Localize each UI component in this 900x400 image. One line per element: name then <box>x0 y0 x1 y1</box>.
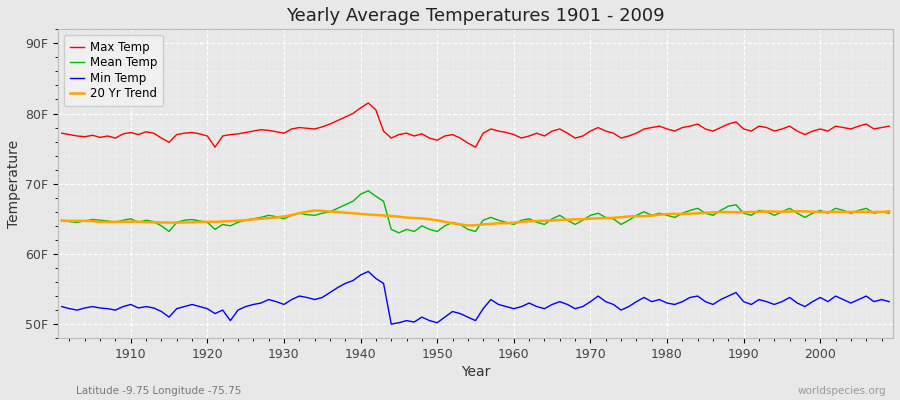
Line: Min Temp: Min Temp <box>62 272 889 324</box>
20 Yr Trend <box>57 218 68 223</box>
Max Temp <box>616 136 626 140</box>
Mean Temp <box>516 218 526 223</box>
Max Temp <box>363 100 374 105</box>
20 Yr Trend <box>516 220 526 224</box>
Max Temp <box>340 115 351 120</box>
Max Temp <box>118 132 129 136</box>
20 Yr Trend <box>616 215 626 220</box>
Mean Temp <box>286 213 297 218</box>
20 Yr Trend <box>286 213 297 218</box>
Mean Temp <box>524 216 535 221</box>
Min Temp <box>57 304 68 309</box>
Y-axis label: Temperature: Temperature <box>7 140 21 228</box>
20 Yr Trend <box>118 219 129 224</box>
Max Temp <box>884 124 895 128</box>
Max Temp <box>210 145 220 150</box>
Min Temp <box>516 304 526 309</box>
Mean Temp <box>332 206 343 211</box>
Mean Temp <box>393 230 404 235</box>
20 Yr Trend <box>310 208 320 213</box>
Line: 20 Yr Trend: 20 Yr Trend <box>62 210 889 226</box>
20 Yr Trend <box>463 223 473 228</box>
Min Temp <box>524 301 535 306</box>
Mean Temp <box>57 218 68 223</box>
Legend: Max Temp, Mean Temp, Min Temp, 20 Yr Trend: Max Temp, Mean Temp, Min Temp, 20 Yr Tre… <box>64 35 163 106</box>
20 Yr Trend <box>524 219 535 224</box>
Min Temp <box>118 304 129 309</box>
Mean Temp <box>363 188 374 193</box>
Max Temp <box>294 125 305 130</box>
Mean Temp <box>118 218 129 223</box>
Line: Max Temp: Max Temp <box>62 103 889 147</box>
Mean Temp <box>884 211 895 216</box>
Min Temp <box>363 269 374 274</box>
Min Temp <box>884 299 895 304</box>
Title: Yearly Average Temperatures 1901 - 2009: Yearly Average Temperatures 1901 - 2009 <box>286 7 665 25</box>
Max Temp <box>57 131 68 136</box>
Line: Mean Temp: Mean Temp <box>62 191 889 233</box>
20 Yr Trend <box>340 210 351 215</box>
20 Yr Trend <box>884 209 895 214</box>
X-axis label: Year: Year <box>461 365 491 379</box>
Min Temp <box>332 285 343 290</box>
Text: worldspecies.org: worldspecies.org <box>798 386 886 396</box>
Max Temp <box>524 134 535 138</box>
Text: Latitude -9.75 Longitude -75.75: Latitude -9.75 Longitude -75.75 <box>76 386 242 396</box>
Min Temp <box>286 297 297 302</box>
Max Temp <box>516 136 526 140</box>
Min Temp <box>386 322 397 326</box>
Mean Temp <box>616 222 626 227</box>
Min Temp <box>616 308 626 312</box>
